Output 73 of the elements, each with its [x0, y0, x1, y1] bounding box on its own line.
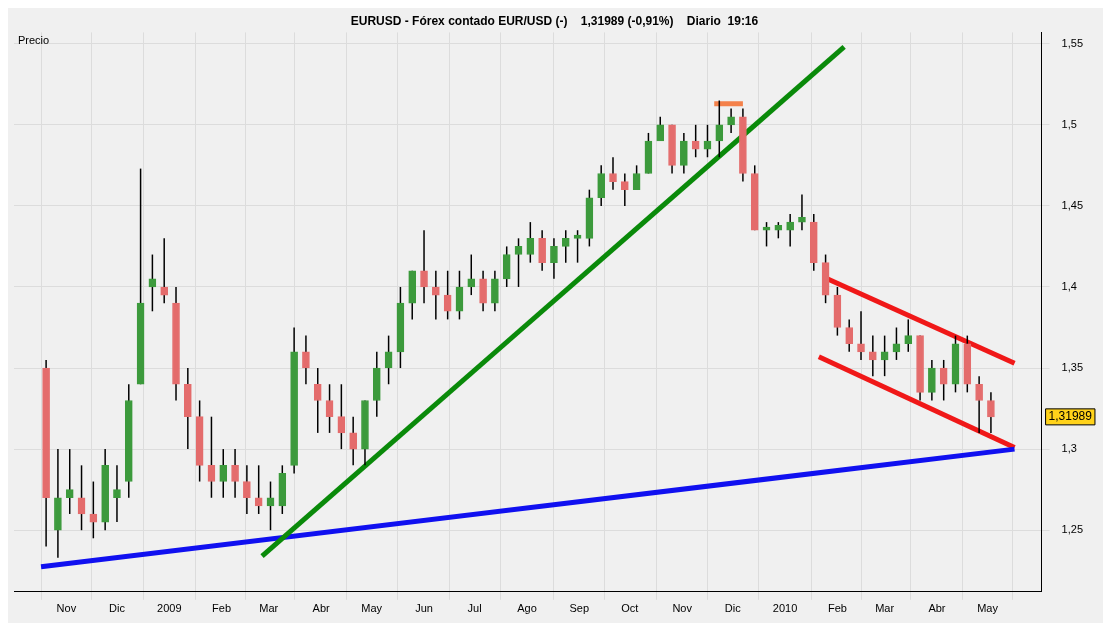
x-tick-label: 2009: [157, 602, 182, 615]
candlestick: [609, 156, 617, 191]
x-tick-label: Dic: [724, 602, 742, 615]
candlestick: [254, 464, 263, 515]
candlestick: [691, 124, 700, 158]
candlestick: [727, 107, 735, 134]
candlestick: [302, 334, 310, 385]
x-tick-label: Dic: [109, 602, 126, 615]
candlestick: [798, 193, 806, 231]
candlestick: [904, 318, 913, 353]
text: 1,31989: [1048, 409, 1093, 424]
candlestick: [620, 172, 629, 207]
candlestick: [680, 132, 688, 175]
candlestick: [113, 464, 121, 523]
candlestick: [420, 229, 428, 304]
x-tick-label: Abr: [928, 602, 946, 615]
x-tick-label: 2010: [772, 602, 798, 615]
candlestick: [538, 229, 546, 272]
x-tick-label: Nov: [672, 602, 693, 615]
x-tick-label: Oct: [621, 602, 639, 615]
y-tick-label: 1,45: [1061, 198, 1084, 211]
x-tick-label: Mar: [875, 602, 895, 615]
x-tick-label: Jul: [467, 602, 482, 615]
candlestick: [160, 237, 169, 304]
y-tick-label: 1,55: [1061, 36, 1084, 49]
candlestick: [561, 229, 570, 264]
candlestick: [514, 237, 523, 288]
candlestick: [656, 115, 665, 142]
x-tick-label: Mar: [259, 602, 279, 615]
y-tick-label: 1,4: [1061, 280, 1077, 292]
candlestick: [857, 310, 865, 361]
x-tick-label: Feb: [827, 602, 847, 615]
candlestick: [313, 367, 322, 434]
x-tick-label: Ago: [517, 602, 537, 615]
candlestick: [526, 221, 535, 264]
y-tick-label: 1,35: [1061, 361, 1084, 374]
candlestick: [479, 270, 487, 313]
candlestick: [266, 480, 275, 531]
candlestick: [219, 448, 228, 499]
candlestick: [762, 221, 771, 248]
x-tick-label: Nov: [56, 602, 77, 615]
candlestick: [786, 213, 794, 248]
candlestick: [550, 237, 558, 280]
candlestick: [349, 415, 357, 467]
candlestick: [467, 253, 476, 296]
x-tick-label: May: [977, 602, 999, 615]
chart-title: EURUSD - Fórex contado EUR/USD (-) 1,31989 (-0,91%) Diario 19:16: [350, 13, 759, 28]
candlestick: [597, 164, 606, 207]
candlestick: [715, 99, 724, 158]
candlestick: [869, 334, 877, 377]
x-tick-label: Jun: [415, 602, 433, 615]
y-tick-label: 1,5: [1061, 117, 1077, 130]
candlestick: [892, 326, 901, 361]
x-tick-label: May: [361, 602, 383, 615]
candlestick: [975, 375, 983, 434]
candlestick: [573, 229, 582, 264]
y-tick-label: 1,25: [1061, 523, 1084, 536]
candlestick: [432, 270, 440, 321]
x-tick-label: Abr: [312, 602, 331, 615]
candlestick: [231, 448, 239, 499]
candlestick: [502, 245, 511, 288]
x-tick-label: Sep: [569, 602, 590, 615]
y-tick-label: 1,3: [1061, 442, 1077, 455]
candlestick: [491, 270, 499, 313]
candlestick: [65, 448, 74, 515]
candlestick: [845, 318, 854, 353]
y-axis-title: Precio: [18, 34, 50, 47]
candlestick: [987, 391, 995, 434]
candlestick: [939, 359, 948, 402]
candlestick: [880, 334, 889, 377]
candlestick: [243, 464, 251, 515]
candlestick: [928, 359, 936, 402]
x-tick-label: Feb: [212, 602, 232, 615]
